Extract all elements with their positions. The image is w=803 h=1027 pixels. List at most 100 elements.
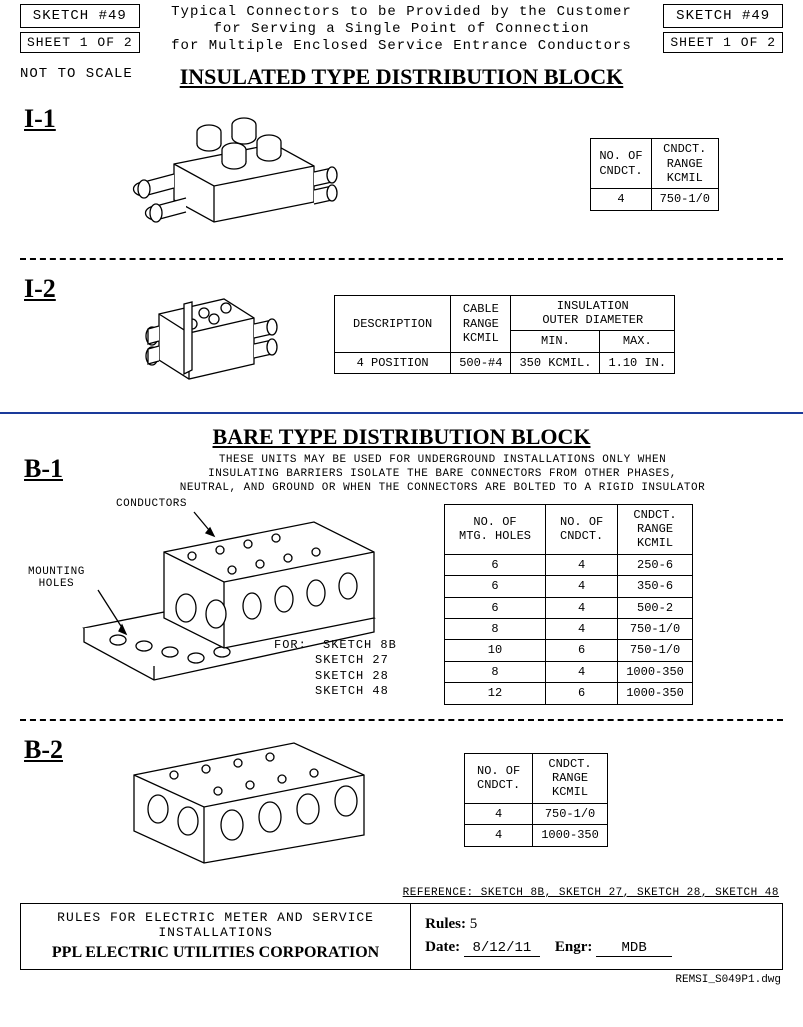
header: SKETCH #49 SHEET 1 OF 2 Typical Connecto…	[0, 0, 803, 54]
table-i1: NO. OF CNDCT. CNDCT. RANGE KCMIL 4 750-1…	[590, 138, 719, 211]
th-no-cndct: NO. OF CNDCT.	[591, 139, 651, 189]
sketch-number-left: SKETCH #49	[20, 4, 140, 28]
drawing-title: Typical Connectors to be Provided by the…	[140, 4, 664, 54]
table-row: 350-6	[618, 576, 693, 597]
table-row: 10	[445, 640, 546, 661]
th-desc: DESCRIPTION	[335, 295, 451, 352]
row-i1: I-1 NO. OF CNDCT.	[0, 96, 803, 252]
figure-i1	[114, 104, 570, 244]
table-b1: NO. OF MTG. HOLES NO. OF CNDCT. CNDCT. R…	[444, 504, 693, 705]
label-b1: B-1	[24, 454, 94, 495]
table-row: 6	[445, 554, 546, 575]
engr-value: MDB	[596, 940, 672, 957]
table-row: 8	[445, 618, 546, 639]
td-range: 750-1/0	[651, 189, 718, 210]
td-cndct: 4	[591, 189, 651, 210]
corporation: PPL ELECTRIC UTILITIES CORPORATION	[27, 944, 404, 962]
th-mtg-holes: NO. OF MTG. HOLES	[445, 504, 546, 554]
connector-i2-icon	[114, 274, 284, 394]
table-row: 750-1/0	[533, 803, 608, 824]
figure-b1-wrap: CONDUCTORS MOUNTING HOLES	[24, 498, 424, 698]
sheet-number-right: SHEET 1 OF 2	[663, 32, 783, 53]
note-l2: INSULATING BARRIERS ISOLATE THE BARE CON…	[106, 468, 779, 482]
table-row: 250-6	[618, 554, 693, 575]
connector-b2-icon	[114, 735, 384, 865]
for-item-1: SKETCH 27	[315, 653, 389, 667]
th-cable-range: CABLE RANGE KCMIL	[451, 295, 511, 352]
table-row: 1000-350	[533, 825, 608, 846]
label-i2: I-2	[24, 274, 94, 304]
row-i2: I-2 DESCRIPTION CABLE RANGE KCMIL	[0, 266, 803, 402]
table-row: 750-1/0	[618, 640, 693, 661]
date-label: Date:	[425, 939, 460, 955]
for-item-3: SKETCH 48	[315, 684, 389, 698]
table-row: 4	[546, 661, 618, 682]
reference-line: REFERENCE: SKETCH 8B, SKETCH 27, SKETCH …	[0, 887, 803, 899]
table-row: 1000-350	[618, 661, 693, 682]
mounting-holes-label: MOUNTING HOLES	[28, 566, 85, 590]
td-range: 500-#4	[451, 352, 511, 373]
conductors-label: CONDUCTORS	[116, 498, 187, 510]
table-b2: NO. OF CNDCT. CNDCT. RANGE KCMIL 4750-1/…	[464, 753, 608, 847]
th-range: CNDCT. RANGE KCMIL	[651, 139, 718, 189]
th-range: CNDCT. RANGE KCMIL	[618, 504, 693, 554]
th-range: CNDCT. RANGE KCMIL	[533, 753, 608, 803]
figure-i2	[114, 274, 284, 394]
td-min: 350 KCMIL.	[511, 352, 600, 373]
table-row: 1000-350	[618, 683, 693, 704]
figure-b2	[114, 735, 384, 865]
title-block-right: Rules: 5 Date: 8/12/11 Engr: MDB	[411, 904, 782, 969]
th-max: MAX.	[600, 331, 675, 352]
row-b1-header: B-1 THESE UNITS MAY BE USED FOR UNDERGRO…	[0, 450, 803, 495]
title-block: RULES FOR ELECTRIC METER AND SERVICE INS…	[20, 903, 783, 970]
for-item-0: SKETCH 8B	[323, 638, 397, 652]
table-row: 6	[546, 640, 618, 661]
table-row: 500-2	[618, 597, 693, 618]
section-title-bare: BARE TYPE DISTRIBUTION BLOCK	[0, 424, 803, 450]
table-row: 4	[465, 825, 533, 846]
for-item-2: SKETCH 28	[315, 669, 389, 683]
sheet-number-left: SHEET 1 OF 2	[20, 32, 140, 53]
th-no-cndct: NO. OF CNDCT.	[465, 753, 533, 803]
separator-dash	[20, 258, 783, 260]
for-list: FOR: SKETCH 8B FOR: SKETCH 27 FOR: SKETC…	[274, 638, 397, 700]
filename: REMSI_S049P1.dwg	[0, 974, 803, 986]
title-left-l1: RULES FOR ELECTRIC METER AND SERVICE	[27, 910, 404, 925]
rules-value: 5	[470, 916, 478, 932]
note-l1: THESE UNITS MAY BE USED FOR UNDERGROUND …	[106, 454, 779, 468]
separator-solid	[0, 412, 803, 414]
table-row: 4	[465, 803, 533, 824]
table-i2: DESCRIPTION CABLE RANGE KCMIL INSULATION…	[334, 295, 675, 375]
title-left-l2: INSTALLATIONS	[27, 925, 404, 940]
engr-label: Engr:	[555, 939, 593, 955]
title-line-2: for Serving a Single Point of Connection	[148, 21, 656, 38]
row-b2: B-2 NO. OF CNDCT. CNDCT. RANGE KCMIL 475…	[0, 727, 803, 873]
th-min: MIN.	[511, 331, 600, 352]
th-insulation: INSULATION OUTER DIAMETER	[511, 295, 675, 331]
for-label: FOR:	[274, 638, 307, 652]
table-row: 6	[546, 683, 618, 704]
table-row: 8	[445, 661, 546, 682]
title-line-1: Typical Connectors to be Provided by the…	[148, 4, 656, 21]
table-row: 4	[546, 554, 618, 575]
title-block-left: RULES FOR ELECTRIC METER AND SERVICE INS…	[21, 904, 411, 969]
td-desc: 4 POSITION	[335, 352, 451, 373]
header-right: SKETCH #49 SHEET 1 OF 2	[663, 4, 783, 53]
td-max: 1.10 IN.	[600, 352, 675, 373]
table-row: 4	[546, 618, 618, 639]
label-i1: I-1	[24, 104, 94, 134]
table-row: 4	[546, 597, 618, 618]
table-row: 6	[445, 576, 546, 597]
note-b1: THESE UNITS MAY BE USED FOR UNDERGROUND …	[106, 454, 779, 495]
table-row: 750-1/0	[618, 618, 693, 639]
date-value: 8/12/11	[464, 940, 540, 957]
title-line-3: for Multiple Enclosed Service Entrance C…	[148, 38, 656, 55]
rules-label: Rules:	[425, 916, 466, 932]
header-left: SKETCH #49 SHEET 1 OF 2	[20, 4, 140, 53]
table-row: 6	[445, 597, 546, 618]
separdator-dash-2	[20, 719, 783, 721]
table-row: 12	[445, 683, 546, 704]
label-b2: B-2	[24, 735, 94, 765]
connector-i1-icon	[114, 104, 344, 244]
sketch-number-right: SKETCH #49	[663, 4, 783, 28]
